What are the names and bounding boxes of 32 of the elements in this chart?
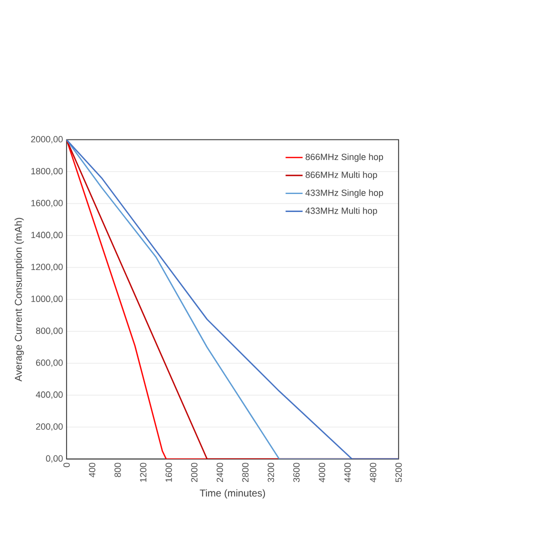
y-tick-label: 2000,00	[31, 136, 63, 144]
x-tick-label: 1200	[140, 462, 146, 482]
y-tick-label: 200,00	[36, 423, 63, 431]
line-series	[66, 140, 399, 459]
y-tick-label: 800,00	[36, 328, 63, 335]
y-tick-label: 0,00	[46, 455, 63, 463]
y-axis-title: Average Current Consumption (mAh)	[14, 218, 24, 382]
x-tick-label: 1600	[166, 462, 172, 482]
legend-label: 866MHz Multi hop	[306, 171, 378, 180]
x-axis-title: Time (minutes)	[200, 489, 265, 498]
y-tick-label: 600,00	[36, 359, 63, 367]
y-tick-label: 1000,00	[31, 296, 63, 303]
x-tick-label: 400	[88, 462, 96, 478]
x-tick-label: 4800	[370, 462, 376, 482]
x-tick-label: 0	[63, 462, 70, 468]
legend-label: 433MHz Multi hop	[305, 207, 378, 216]
x-tick-label: 800	[114, 462, 121, 477]
y-tick-label: 1200,00	[31, 264, 63, 272]
y-tick-label: 1600,00	[31, 200, 63, 208]
x-tick-label: 3600	[293, 462, 300, 482]
x-tick-label: 2800	[242, 462, 249, 482]
legend-label: 866MHz Single hop	[306, 153, 384, 162]
x-tick-label: 5200	[395, 462, 402, 482]
x-tick-label: 4000	[318, 462, 326, 482]
y-tick-label: 1400,00	[31, 232, 63, 240]
y-tick-label: 1800,00	[31, 168, 63, 176]
legend-label: 433MHz Single hop	[305, 189, 384, 198]
x-tick-label: 4400	[344, 462, 351, 482]
y-tick-label: 400,00	[36, 391, 63, 399]
x-tick-label: 2000	[191, 462, 198, 482]
x-tick-label: 3200	[268, 462, 274, 482]
x-tick-label: 2400	[216, 462, 224, 482]
